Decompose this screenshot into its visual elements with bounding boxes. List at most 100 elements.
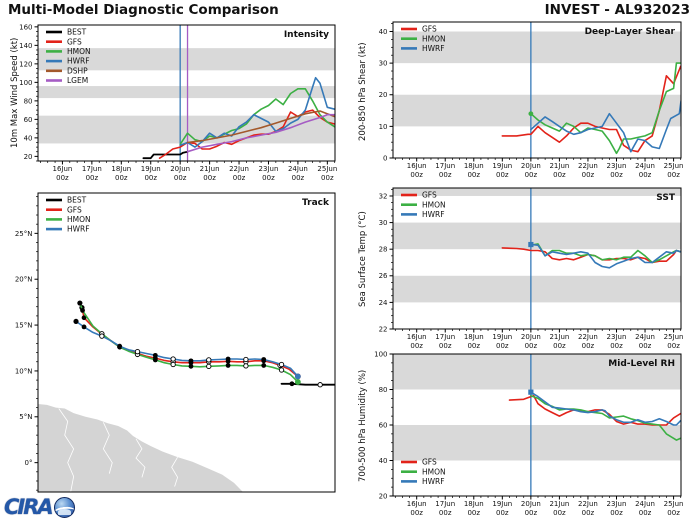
hwrf-line	[530, 100, 681, 153]
track-dot-marker	[81, 324, 87, 330]
x-tick-label: 24Jun 00z	[635, 162, 655, 179]
y-tick-label: 15°N	[15, 321, 33, 329]
x-tick-label: 18Jun 00z	[463, 500, 484, 517]
x-tick-label: 24Jun 00z	[287, 165, 308, 182]
y-tick-label: 40	[24, 134, 33, 142]
dshp-line	[186, 110, 335, 144]
y-tick-label: 140	[19, 42, 32, 50]
x-tick-label: 19Jun 00z	[492, 500, 513, 517]
x-tick-label: 16Jun 00z	[406, 333, 427, 350]
hmon-end-dot	[77, 300, 83, 306]
shaded-band	[38, 48, 335, 71]
intensity-chart: 20 40 60 80 100 120 140 160 Intensity BESTGFSHMON…	[19, 23, 336, 165]
plot-border	[392, 187, 682, 330]
y-tick-label: 10°N	[15, 367, 33, 375]
x-tick-label: 18Jun 00z	[463, 333, 484, 350]
hwrf-legend-label: HWRF	[422, 44, 445, 53]
hmon-legend-label: HMON	[422, 200, 446, 209]
x-tick-label: 25Jun 00z	[663, 162, 684, 179]
intensity-title: Intensity	[284, 30, 329, 40]
track-dot-marker	[261, 357, 267, 362]
rh-panel: 700-500 hPa Humidity (%) 20 40 60 80 100 Mid-…	[350, 346, 700, 525]
y-tick-label: 32	[379, 192, 388, 200]
shaded-band	[38, 115, 335, 144]
x-tick-label: 19Jun 00z	[140, 165, 161, 182]
x-tick-label: 19Jun 00z	[492, 333, 513, 350]
y-tick-label: 60	[24, 116, 33, 124]
hmon-legend-label: HMON	[422, 467, 446, 476]
y-tick-label: 22	[379, 325, 388, 333]
track-circle-marker	[278, 361, 285, 368]
y-tick-label: 24	[379, 299, 388, 307]
lgem-line	[186, 113, 335, 153]
track-dot-marker	[225, 363, 231, 368]
hwrf-legend-label: HWRF	[422, 210, 445, 219]
track-dot-marker	[80, 307, 85, 313]
y-tick-label: 0°	[25, 459, 33, 467]
x-tick-label: 20Jun 00z	[520, 162, 541, 179]
x-tick-label: 17Jun 00z	[81, 165, 102, 182]
x-tick-label: 21Jun 00z	[549, 162, 570, 179]
x-tick-label: 20Jun 00z	[520, 333, 541, 350]
track-circle-marker	[243, 363, 249, 369]
best-legend-label: BEST	[67, 28, 87, 37]
track-dot-marker	[152, 352, 158, 358]
shear-panel: 200-850 hPa Shear (kt) 0 10 20 30 40 Deep-Lay…	[350, 10, 700, 188]
land-polygon	[38, 403, 243, 492]
y-tick-label: 5°N	[19, 413, 32, 421]
x-tick-label: 20Jun 00z	[520, 500, 541, 517]
x-tick-label: 24Jun 00z	[635, 333, 655, 350]
track-dot-marker	[225, 356, 231, 362]
y-tick-label: 40	[379, 457, 388, 465]
track-circle-marker	[206, 357, 212, 363]
x-tick-label: 25Jun 00z	[317, 165, 338, 182]
x-tick-label: 23Jun 00z	[258, 165, 279, 182]
track-dot-marker	[81, 315, 87, 321]
x-tick-label: 23Jun 00z	[606, 333, 627, 350]
hwrf-start-marker	[528, 241, 534, 248]
x-tick-label: 22Jun 00z	[578, 162, 598, 179]
cira-logo-text: CIRA	[4, 495, 54, 519]
hmon-line	[179, 88, 335, 146]
track-circle-marker	[243, 356, 249, 363]
hmon-line	[530, 62, 681, 155]
x-tick-label: 23Jun 00z	[606, 500, 627, 517]
country-border	[171, 456, 179, 487]
y-tick-label: 20	[379, 91, 388, 99]
hwrf-end-dot	[73, 318, 79, 325]
y-tick-label: 25°N	[15, 230, 33, 238]
hmon-start-marker	[528, 111, 534, 117]
plot-border	[392, 21, 682, 159]
x-tick-label: 21Jun 00z	[199, 165, 220, 182]
hwrf-legend-label: HWRF	[67, 57, 90, 66]
storm-id-title: INVEST - AL932023	[544, 2, 690, 18]
track-circle-marker	[170, 361, 176, 368]
x-tick-label: 21Jun 00z	[549, 500, 570, 517]
track-circle-marker	[170, 356, 176, 362]
hwrf-legend-label: HWRF	[422, 477, 445, 486]
hmon-line	[530, 394, 681, 441]
rh-title: Mid-Level RH	[608, 359, 675, 369]
track-panel: 0° 5°N 10°N 15°N 20°N 25°N Track BEST GFS HMON HWR…	[0, 186, 350, 516]
hwrf-line	[179, 76, 335, 148]
shaded-band	[393, 425, 681, 461]
shaded-band	[38, 86, 335, 99]
shaded-band	[393, 94, 681, 127]
x-tick-label: 17Jun 00z	[435, 500, 456, 517]
track-circle-marker	[99, 333, 105, 339]
track-circle-marker	[134, 349, 141, 355]
hwrf-start-dot	[294, 373, 301, 380]
plot-border	[37, 192, 336, 493]
track-circle-marker	[317, 382, 323, 388]
page-title: Multi-Model Diagnostic Comparison	[8, 2, 279, 18]
y-tick-label: 120	[19, 60, 32, 68]
hwrf-line	[530, 243, 681, 269]
y-tick-label: 80	[24, 97, 33, 105]
shear-title: Deep-Layer Shear	[585, 27, 676, 37]
x-tick-label: 16Jun 00z	[406, 500, 427, 517]
x-tick-label: 25Jun 00z	[663, 333, 684, 350]
x-tick-label: 19Jun 00z	[492, 162, 513, 179]
sst-title: SST	[656, 193, 676, 203]
